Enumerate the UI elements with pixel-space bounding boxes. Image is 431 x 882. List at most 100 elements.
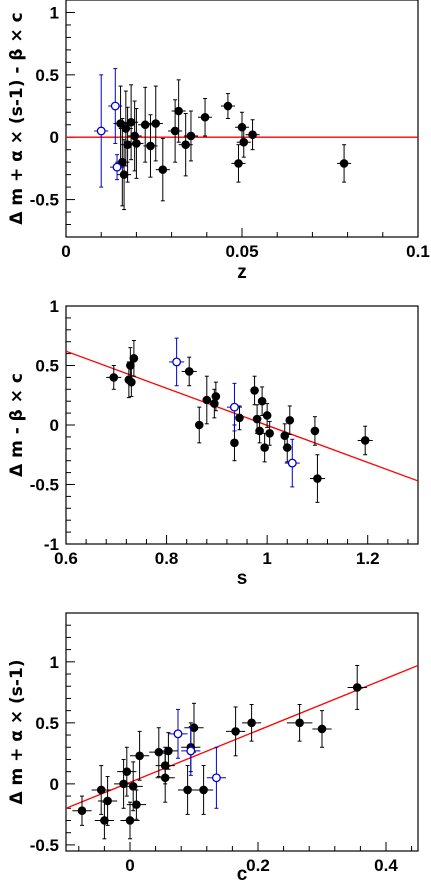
data-point — [94, 74, 109, 188]
y-tick-label: -0.5 — [30, 476, 59, 495]
x-tick-label: 1.2 — [356, 549, 380, 568]
data-point — [184, 702, 204, 753]
data-point — [138, 86, 153, 163]
data-point — [357, 425, 373, 456]
filled-marker — [239, 137, 249, 147]
data-point — [181, 356, 197, 387]
filled-marker — [123, 140, 132, 149]
filled-marker — [265, 429, 274, 438]
filled-marker — [154, 747, 164, 757]
data-point — [262, 403, 272, 428]
filled-marker — [184, 367, 194, 376]
data-point — [117, 139, 132, 211]
filled-marker — [202, 395, 212, 405]
filled-marker — [360, 436, 370, 445]
y-tick-label: 0.5 — [35, 66, 59, 85]
x-tick-label: 0 — [125, 856, 134, 875]
data-point — [110, 154, 125, 181]
filled-marker — [126, 117, 136, 127]
y-tick-label: 1 — [50, 653, 59, 672]
data-point — [171, 79, 186, 143]
data-point — [220, 93, 235, 119]
data-point — [181, 726, 201, 776]
y-axis-label: Δ m + α × (s-1) - β × c — [7, 12, 27, 224]
filled-marker — [200, 112, 210, 122]
y-tick-label: 0 — [50, 416, 59, 435]
y-tick-label: -0.5 — [30, 836, 59, 855]
data-point — [130, 730, 150, 781]
filled-marker — [128, 782, 138, 791]
data-point — [194, 406, 204, 444]
filled-marker — [174, 106, 183, 116]
filled-marker — [285, 415, 295, 425]
chart-panel-1: 0 0.05 0.1 -0.5 0 0.5 1 z Δ m + α × (s-1) - β × … — [7, 0, 430, 283]
filled-marker — [248, 130, 257, 140]
filled-marker — [250, 386, 259, 395]
filled-marker — [230, 438, 239, 448]
filled-marker — [103, 796, 112, 806]
filled-marker — [211, 392, 221, 401]
data-point — [106, 365, 122, 390]
filled-marker — [109, 373, 119, 382]
open-marker — [186, 746, 196, 756]
x-tick-label: 0.1 — [406, 242, 430, 261]
data-point — [242, 704, 262, 742]
data-point — [169, 337, 185, 387]
data-point — [250, 375, 259, 406]
filled-marker — [257, 396, 267, 406]
data-point — [155, 137, 170, 202]
filled-marker — [189, 723, 199, 733]
x-tick-label: 0.2 — [246, 856, 270, 875]
filled-marker — [199, 785, 208, 795]
filled-marker — [295, 718, 304, 728]
filled-marker — [317, 724, 327, 734]
data-point — [282, 432, 292, 463]
data-point — [178, 113, 193, 177]
x-axis-label: c — [237, 864, 248, 882]
data-point — [310, 416, 320, 446]
plot-frame — [65, 305, 419, 545]
y-tick-label: 0 — [50, 775, 59, 794]
filled-marker — [129, 354, 139, 363]
x-tick-label: 1 — [262, 549, 271, 568]
data-point — [285, 405, 295, 436]
data-point — [94, 801, 114, 840]
x-tick-label: 0 — [61, 242, 70, 261]
data-point — [226, 706, 246, 757]
filled-marker — [146, 141, 155, 151]
y-tick-label: -1 — [44, 535, 59, 554]
data-point — [148, 85, 163, 162]
data-point — [226, 382, 242, 432]
data-point — [120, 801, 140, 840]
filled-marker — [282, 443, 292, 452]
filled-marker — [135, 751, 144, 761]
y-tick-label: 0.5 — [35, 714, 59, 733]
filled-marker — [181, 140, 190, 149]
filled-marker — [210, 399, 219, 408]
filled-marker — [194, 420, 204, 430]
filled-marker — [231, 727, 240, 736]
filled-marker — [223, 101, 233, 111]
y-tick-label: -0.5 — [30, 191, 59, 210]
filled-marker — [255, 426, 264, 436]
filled-marker — [310, 426, 320, 436]
fit-line — [66, 664, 418, 809]
data-point — [108, 68, 123, 144]
filled-marker — [352, 683, 362, 692]
data-point — [284, 438, 300, 488]
data-point — [309, 454, 325, 503]
data-point — [149, 727, 169, 778]
y-tick-label: 1 — [50, 3, 59, 22]
open-marker — [112, 162, 122, 172]
filled-marker — [96, 785, 106, 795]
filled-marker — [262, 411, 272, 420]
filled-marker — [100, 816, 109, 825]
filled-marker — [247, 718, 256, 728]
data-point — [255, 418, 264, 444]
data-point — [143, 114, 158, 178]
data-point — [211, 381, 221, 412]
filled-marker — [170, 126, 180, 136]
filled-marker — [119, 170, 129, 179]
filled-marker — [77, 806, 87, 816]
